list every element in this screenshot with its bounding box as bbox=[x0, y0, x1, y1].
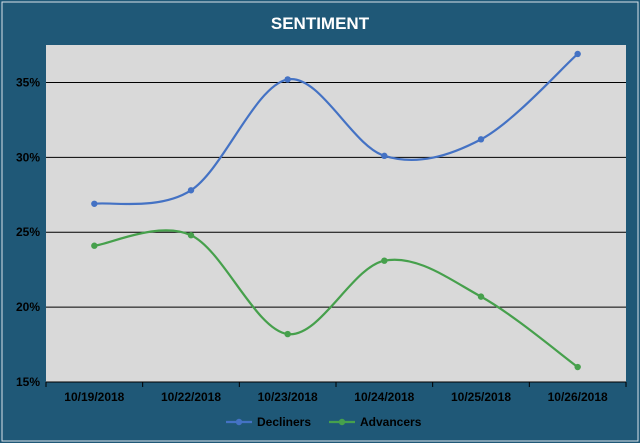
y-tick-label: 20% bbox=[16, 300, 40, 314]
series-lines bbox=[91, 50, 581, 371]
plot-area bbox=[46, 45, 626, 382]
decliners-series-line bbox=[94, 53, 579, 206]
x-tick-label: 10/23/2018 bbox=[258, 390, 318, 404]
y-tick-label: 15% bbox=[16, 375, 40, 389]
y-tick-label: 30% bbox=[16, 150, 40, 164]
advancers-data-point bbox=[187, 232, 195, 239]
x-tick-label: 10/22/2018 bbox=[161, 390, 221, 404]
legend: Decliners Advancers bbox=[226, 415, 422, 429]
x-tick-label: 10/25/2018 bbox=[451, 390, 511, 404]
decliners-data-point bbox=[574, 50, 581, 58]
x-tick-label: 10/26/2018 bbox=[548, 390, 608, 404]
decliners-data-point bbox=[381, 152, 388, 160]
y-tick-label: 25% bbox=[16, 225, 40, 239]
advancers-data-point bbox=[381, 257, 388, 264]
decliners-data-point bbox=[477, 136, 485, 143]
decliners-legend-label: Decliners bbox=[257, 415, 311, 429]
advancers-legend-marker bbox=[338, 418, 346, 426]
advancers-data-point bbox=[91, 242, 98, 249]
decliners-data-point bbox=[91, 200, 98, 207]
x-axis-ticks: 10/19/2018 10/22/2018 10/23/2018 10/24/2018… bbox=[45, 381, 627, 404]
advancers-series-line bbox=[94, 229, 579, 368]
advancers-data-point bbox=[284, 330, 291, 338]
decliners-legend-marker bbox=[235, 418, 243, 426]
decliners-data-point bbox=[284, 76, 291, 83]
y-tick-label: 35% bbox=[16, 75, 40, 89]
advancers-data-point bbox=[574, 363, 581, 371]
decliners-data-point bbox=[187, 187, 195, 194]
x-tick-label: 10/24/2018 bbox=[354, 390, 414, 404]
chart-title: SENTIMENT bbox=[271, 14, 370, 33]
y-axis-ticks: 15% 20% 25% 30% 35% bbox=[16, 75, 40, 389]
advancers-legend-label: Advancers bbox=[360, 415, 422, 429]
x-tick-label: 10/19/2018 bbox=[64, 390, 124, 404]
advancers-data-point bbox=[477, 293, 485, 300]
